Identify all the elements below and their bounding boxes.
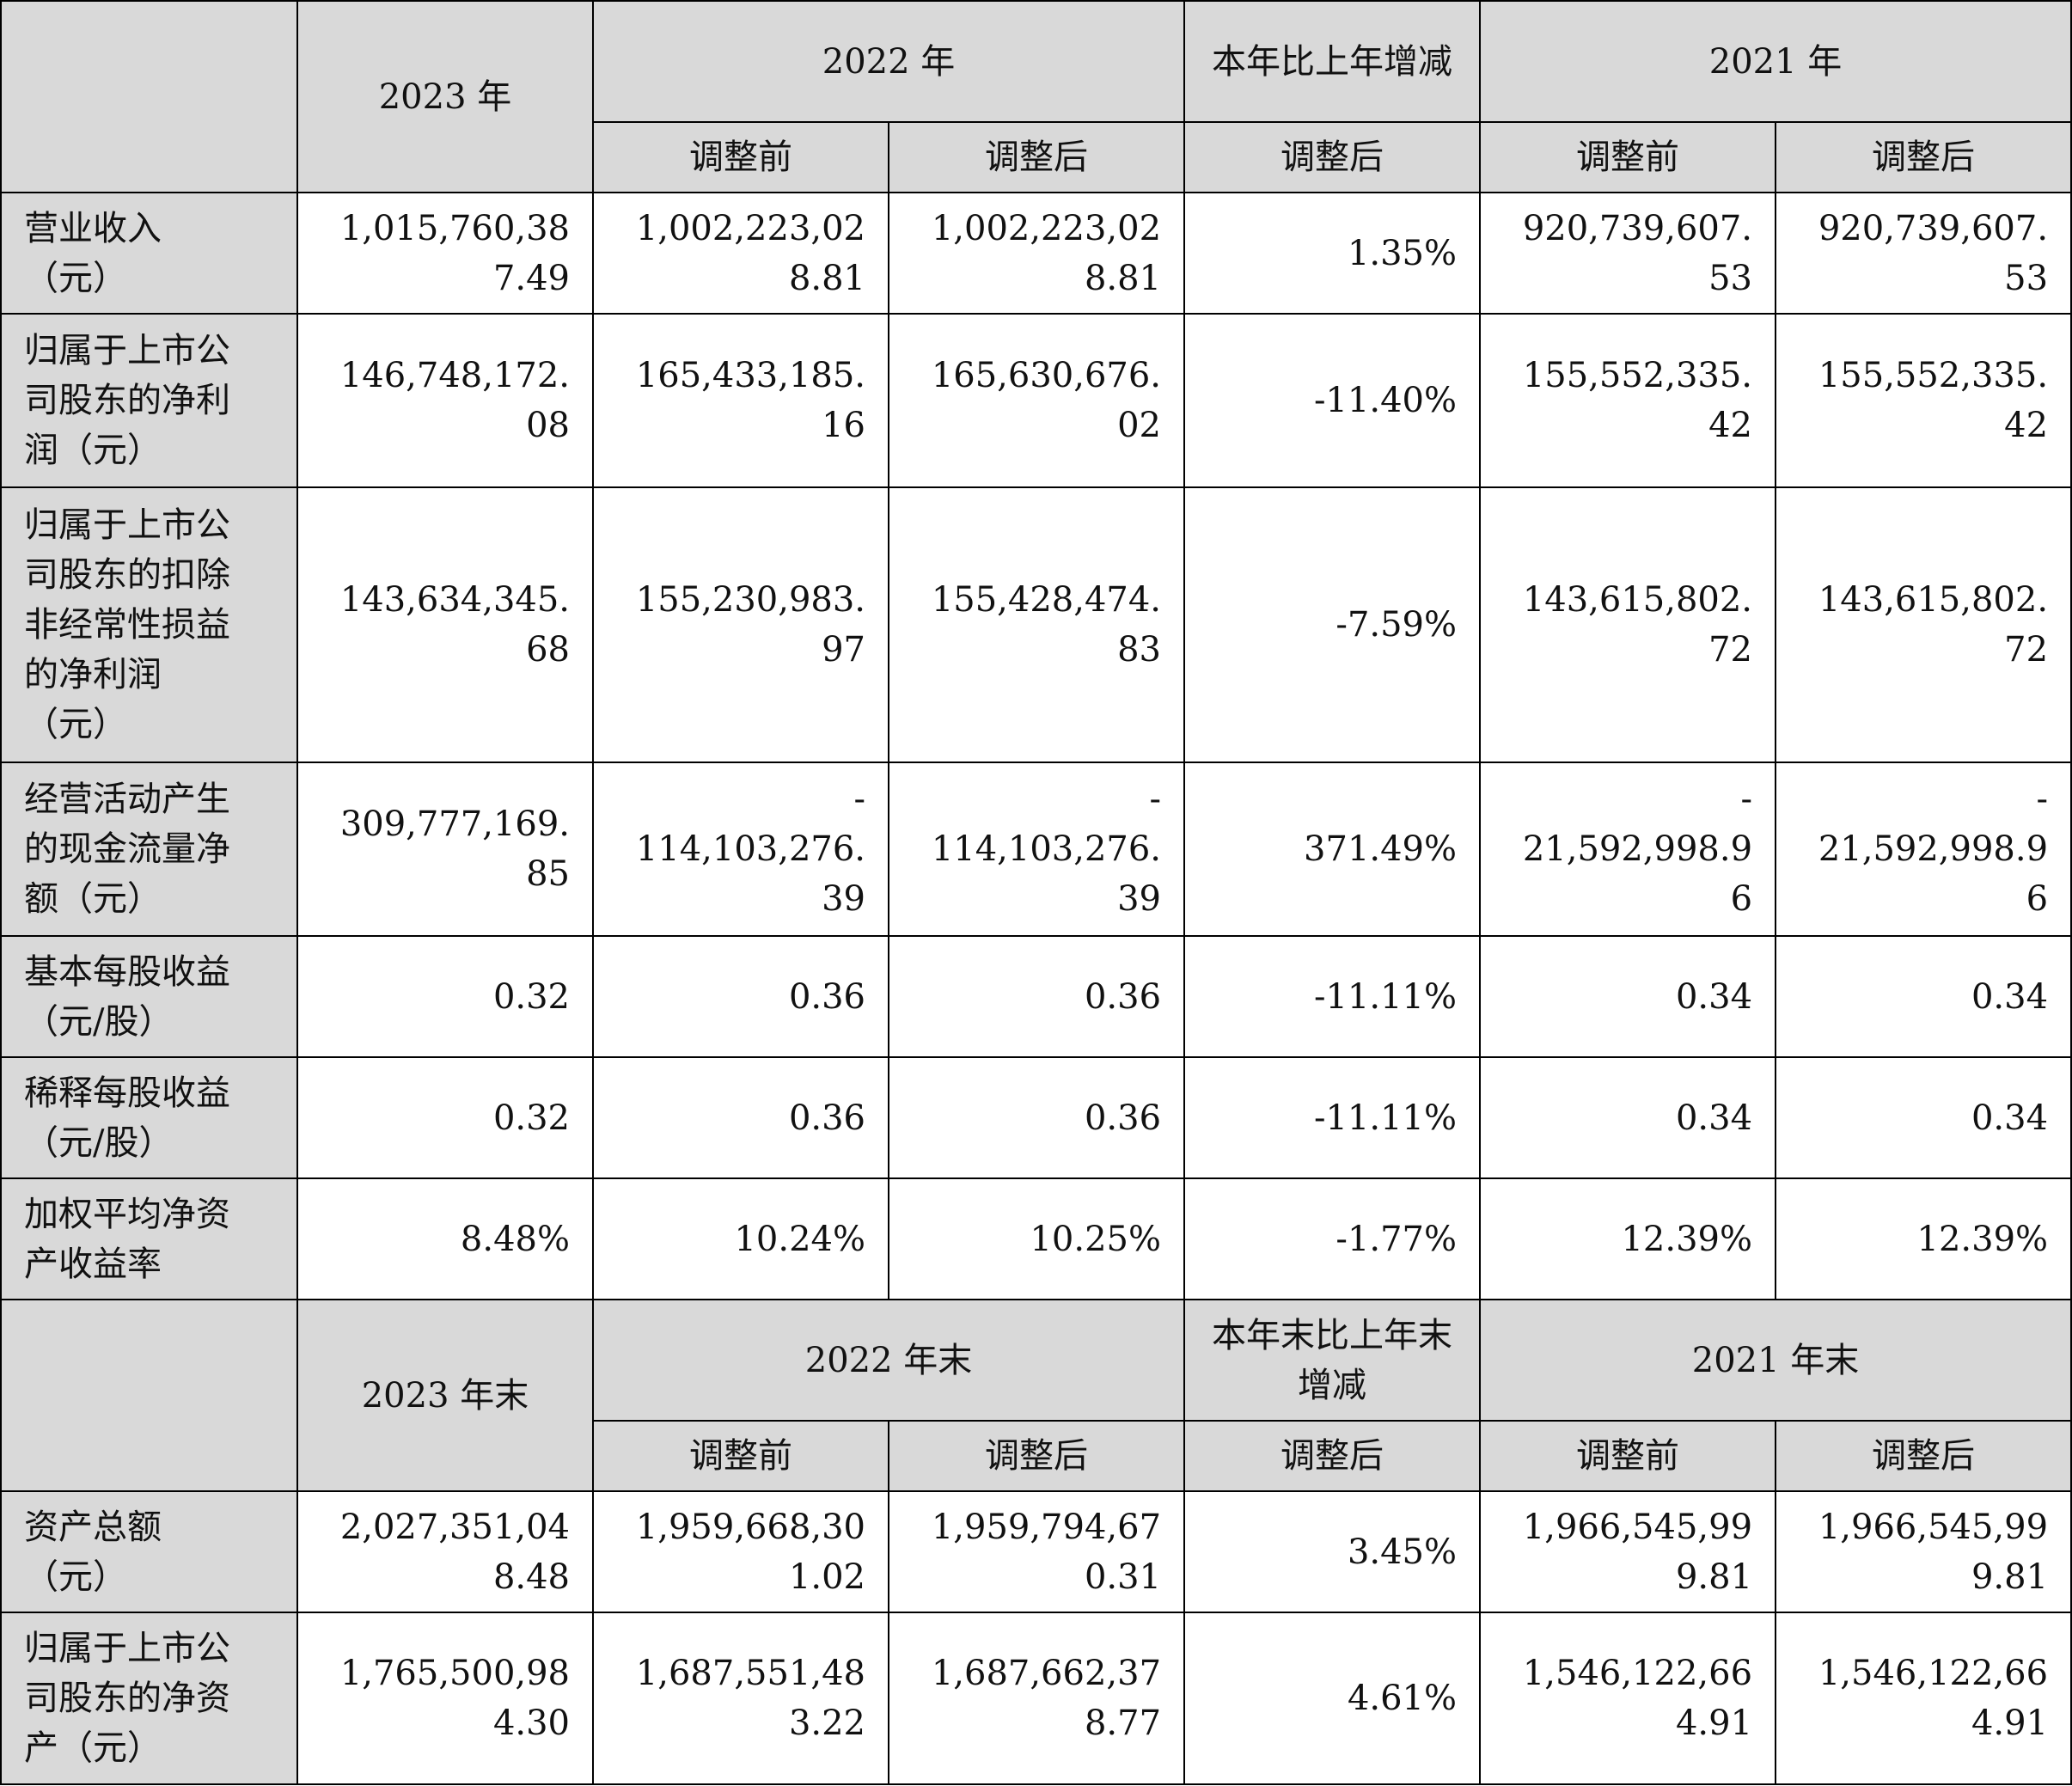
value-2021-after: 1,546,122,66 4.91 [1775,1612,2072,1785]
value-2022-before: 0.36 [592,935,889,1058]
value-2022-after: 10.25% [887,1177,1186,1300]
value-2022-before: 1,959,668,30 1.02 [592,1490,889,1613]
value-change: -7.59% [1183,486,1482,763]
subheader-2022-after: 调整后 [887,1420,1186,1492]
table-row: 经营活动产生 的现金流量净 额（元） 309,777,169. 85 - 114… [0,761,2072,937]
value-2021-after: 920,739,607. 53 [1775,192,2072,315]
value-2022-before: 10.24% [592,1177,889,1300]
value-2021-before: 1,546,122,66 4.91 [1479,1612,1777,1785]
table-row: 资产总额 （元） 2,027,351,04 8.48 1,959,668,30 … [0,1490,2072,1613]
value-2023: 1,765,500,98 4.30 [296,1612,594,1785]
row-label: 经营活动产生 的现金流量净 额（元） [0,761,298,937]
value-2021-after: 0.34 [1775,935,2072,1058]
subheader-2022-before: 调整前 [592,1420,889,1492]
value-2022-after: 1,002,223,02 8.81 [887,192,1186,315]
header-corner-cell [0,0,298,193]
value-2021-after: 1,966,545,99 9.81 [1775,1490,2072,1613]
table-row: 营业收入 （元） 1,015,760,38 7.49 1,002,223,02 … [0,192,2072,315]
row-label: 加权平均净资 产收益率 [0,1177,298,1300]
value-2022-after: 0.36 [887,1056,1186,1179]
row-label: 归属于上市公 司股东的扣除 非经常性损益 的净利润 （元） [0,486,298,763]
value-change: 4.61% [1183,1612,1482,1785]
header-2021-end: 2021 年末 [1479,1299,2072,1422]
header-corner-cell [0,1299,298,1492]
value-2023: 0.32 [296,1056,594,1179]
value-2023: 1,015,760,38 7.49 [296,192,594,315]
header-2022-end: 2022 年末 [591,1299,1186,1422]
subheader-2021-after: 调整后 [1775,1420,2072,1492]
subheader-row: 调整前 调整后 调整后 调整前 调整后 [1,1420,2072,1492]
value-2022-before: - 114,103,276. 39 [592,761,889,937]
value-2021-before: 0.34 [1479,935,1777,1058]
value-2022-after: 1,959,794,67 0.31 [887,1490,1186,1613]
subheader-2021-before: 调整前 [1479,1420,1777,1492]
table-row: 归属于上市公 司股东的净资 产（元） 1,765,500,98 4.30 1,6… [0,1612,2072,1785]
table-row: 加权平均净资 产收益率 8.48% 10.24% 10.25% -1.77% 1… [0,1177,2072,1300]
value-2021-before: 143,615,802. 72 [1479,486,1777,763]
subheader-change-after: 调整后 [1183,121,1482,193]
subheader-2021-before: 调整前 [1479,121,1777,193]
header-2021: 2021 年 [1479,0,2072,123]
header-row: 2023 年 2022 年 本年比上年增减 2021 年 [0,0,2072,193]
value-2023: 0.32 [296,935,594,1058]
value-change: 1.35% [1183,192,1482,315]
value-2022-after: 165,630,676. 02 [887,313,1186,488]
value-2021-before: - 21,592,998.9 6 [1479,761,1777,937]
subheader-change-after: 调整后 [1183,1420,1482,1492]
row-label: 归属于上市公 司股东的净利 润（元） [0,313,298,488]
value-2021-before: 920,739,607. 53 [1479,192,1777,315]
header-2023: 2023 年 [296,0,594,193]
value-2023: 2,027,351,04 8.48 [296,1490,594,1613]
table-row: 基本每股收益 （元/股） 0.32 0.36 0.36 -11.11% 0.34… [0,935,2072,1058]
header-yoy-change-end: 本年末比上年末增减 [1183,1299,1482,1422]
value-2022-after: 0.36 [887,935,1186,1058]
value-2021-after: 155,552,335. 42 [1775,313,2072,488]
value-2023: 146,748,172. 08 [296,313,594,488]
value-2022-after: - 114,103,276. 39 [887,761,1186,937]
value-2022-before: 1,687,551,48 3.22 [592,1612,889,1785]
value-2021-before: 12.39% [1479,1177,1777,1300]
row-label: 资产总额 （元） [0,1490,298,1613]
subheader-2021-after: 调整后 [1775,121,2072,193]
table-row: 归属于上市公 司股东的净利 润（元） 146,748,172. 08 165,4… [0,313,2072,488]
value-2021-after: 12.39% [1775,1177,2072,1300]
value-2022-before: 1,002,223,02 8.81 [592,192,889,315]
row-label: 基本每股收益 （元/股） [0,935,298,1058]
value-2022-before: 155,230,983. 97 [592,486,889,763]
value-2022-after: 155,428,474. 83 [887,486,1186,763]
value-2023: 309,777,169. 85 [296,761,594,937]
row-label: 归属于上市公 司股东的净资 产（元） [0,1612,298,1785]
header-2022: 2022 年 [591,0,1186,123]
value-change: -11.11% [1183,1056,1482,1179]
table-row: 归属于上市公 司股东的扣除 非经常性损益 的净利润 （元） 143,634,34… [0,486,2072,763]
header-row: 2023 年末 2022 年末 本年末比上年末增减 2021 年末 [0,1299,2072,1492]
value-2022-after: 1,687,662,37 8.77 [887,1612,1186,1785]
header-2023-end: 2023 年末 [296,1299,594,1492]
value-change: 3.45% [1183,1490,1482,1613]
row-label: 稀释每股收益 （元/股） [0,1056,298,1179]
value-change: -1.77% [1183,1177,1482,1300]
value-2022-before: 165,433,185. 16 [592,313,889,488]
subheader-2022-after: 调整后 [887,121,1186,193]
value-2023: 143,634,345. 68 [296,486,594,763]
table-row: 稀释每股收益 （元/股） 0.32 0.36 0.36 -11.11% 0.34… [0,1056,2072,1179]
header-yoy-change: 本年比上年增减 [1183,0,1482,123]
value-2021-before: 1,966,545,99 9.81 [1479,1490,1777,1613]
value-2023: 8.48% [296,1177,594,1300]
value-2021-before: 155,552,335. 42 [1479,313,1777,488]
value-change: 371.49% [1183,761,1482,937]
subheader-2022-before: 调整前 [592,121,889,193]
value-change: -11.11% [1183,935,1482,1058]
value-2022-before: 0.36 [592,1056,889,1179]
value-2021-after: 143,615,802. 72 [1775,486,2072,763]
value-2021-after: 0.34 [1775,1056,2072,1179]
value-2021-after: - 21,592,998.9 6 [1775,761,2072,937]
subheader-row: 调整前 调整后 调整后 调整前 调整后 [1,121,2072,193]
value-change: -11.40% [1183,313,1482,488]
value-2021-before: 0.34 [1479,1056,1777,1179]
row-label: 营业收入 （元） [0,192,298,315]
